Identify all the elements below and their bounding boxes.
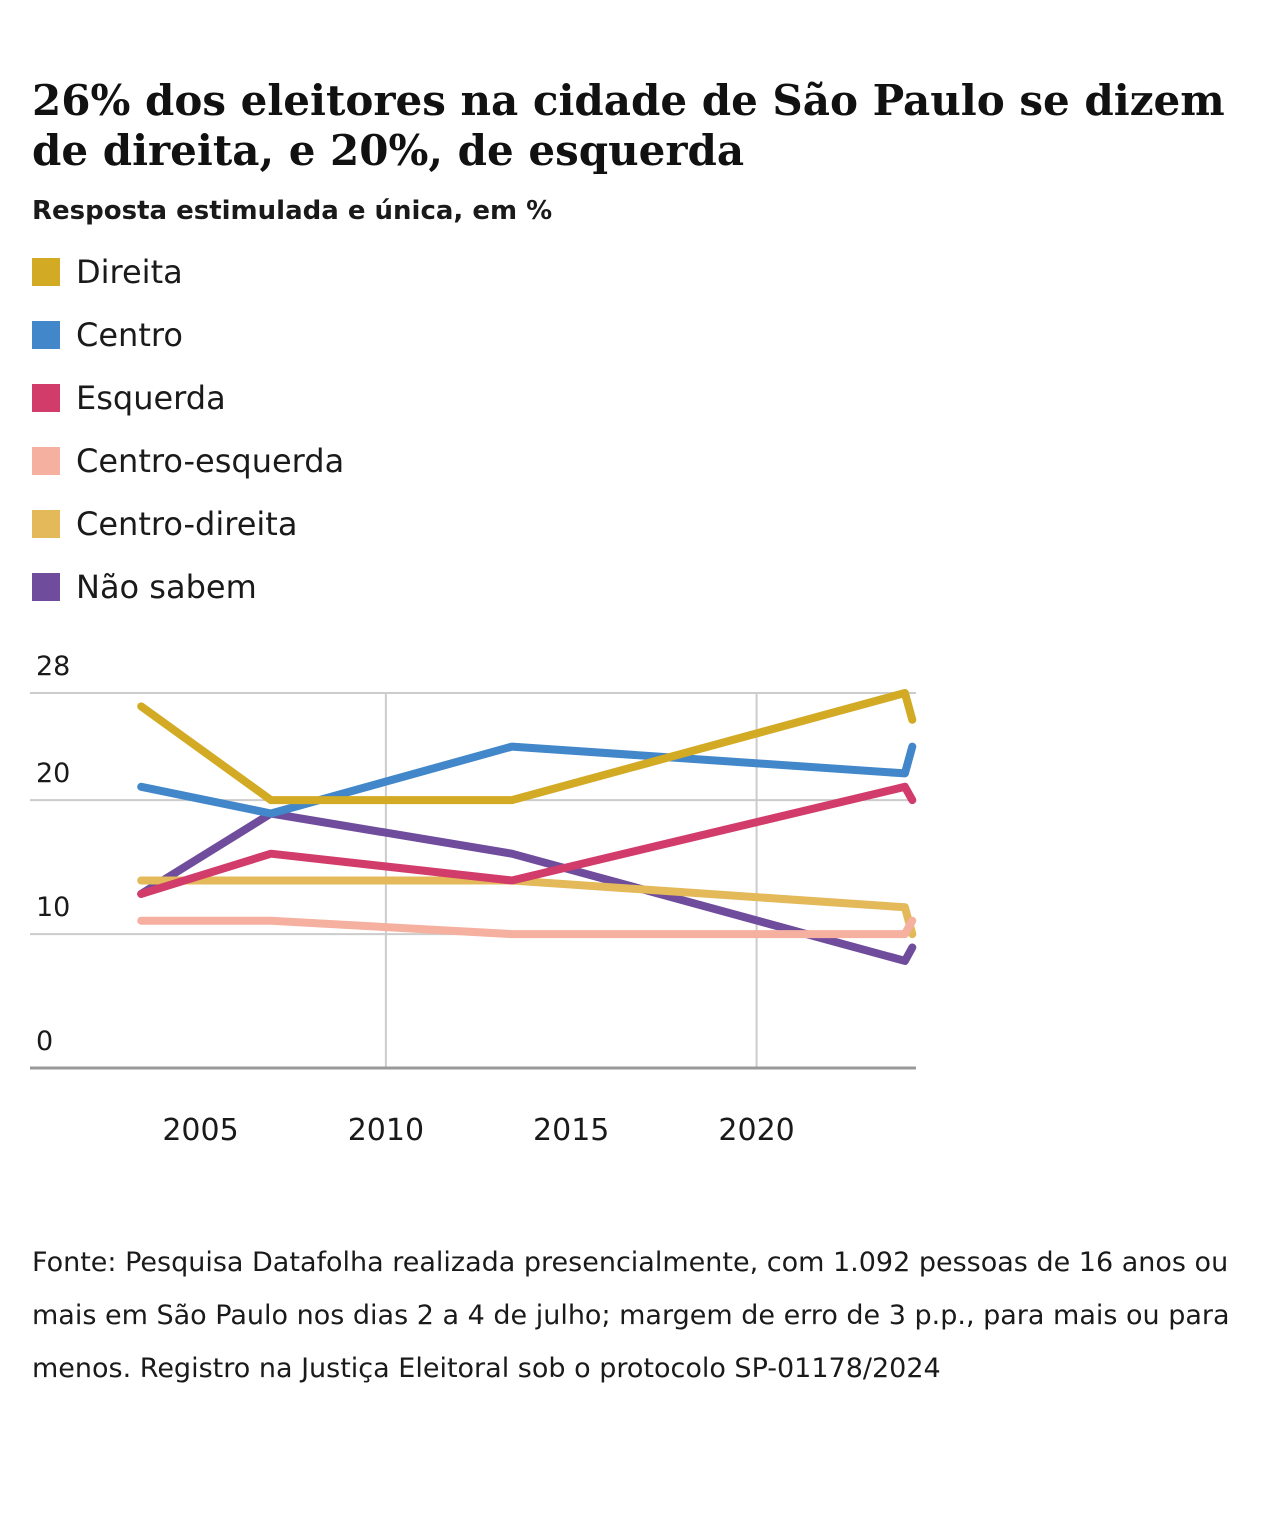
legend-label: Esquerda <box>76 378 226 417</box>
legend-label: Centro-direita <box>76 504 298 543</box>
source-note: Fonte: Pesquisa Datafolha realizada pres… <box>32 1247 1230 1384</box>
legend-label: Não sabem <box>76 567 257 606</box>
y-tick-label: 0 <box>36 1026 53 1057</box>
line-chart: 0 10 20 28 2005 2010 2015 2020 <box>30 651 917 1148</box>
series-line-centro-direita <box>137 876 917 939</box>
y-tick-label: 20 <box>36 758 70 789</box>
legend-item-direita: Direita <box>32 240 344 303</box>
chart-title: 26% dos eleitores na cidade de São Paulo… <box>32 76 1225 175</box>
legend-swatch <box>32 509 60 538</box>
legend-item-nao-sabem: Não sabem <box>32 555 344 618</box>
y-tick-label: 28 <box>36 651 70 682</box>
x-tick-label: 2005 <box>162 1113 238 1148</box>
x-tick-label: 2015 <box>533 1113 609 1148</box>
legend-item-centro: Centro <box>32 303 344 366</box>
x-tick-label: 2020 <box>718 1113 794 1148</box>
y-tick-label: 10 <box>36 892 70 923</box>
series-line-nao-sabem <box>137 809 917 965</box>
legend-item-centro-esquerda: Centro-esquerda <box>32 429 344 492</box>
legend-swatch <box>32 257 60 286</box>
series-line-direita <box>137 689 917 805</box>
legend-swatch <box>32 446 60 475</box>
series-line-centro <box>137 742 917 818</box>
legend-swatch <box>32 383 60 412</box>
legend-swatch <box>32 320 60 349</box>
legend-item-centro-direita: Centro-direita <box>32 492 344 555</box>
series-line-esquerda <box>137 782 917 898</box>
series-line-centro-esquerda <box>137 916 917 939</box>
legend-item-esquerda: Esquerda <box>32 366 344 429</box>
legend-label: Direita <box>76 252 183 291</box>
legend: Direita Centro Esquerda Centro-esquerda Cent… <box>32 240 344 618</box>
legend-label: Centro <box>76 315 183 354</box>
legend-label: Centro-esquerda <box>76 441 345 480</box>
chart-subtitle: Resposta estimulada e única, em % <box>32 196 553 226</box>
x-tick-label: 2010 <box>348 1113 424 1148</box>
legend-swatch <box>32 572 60 601</box>
